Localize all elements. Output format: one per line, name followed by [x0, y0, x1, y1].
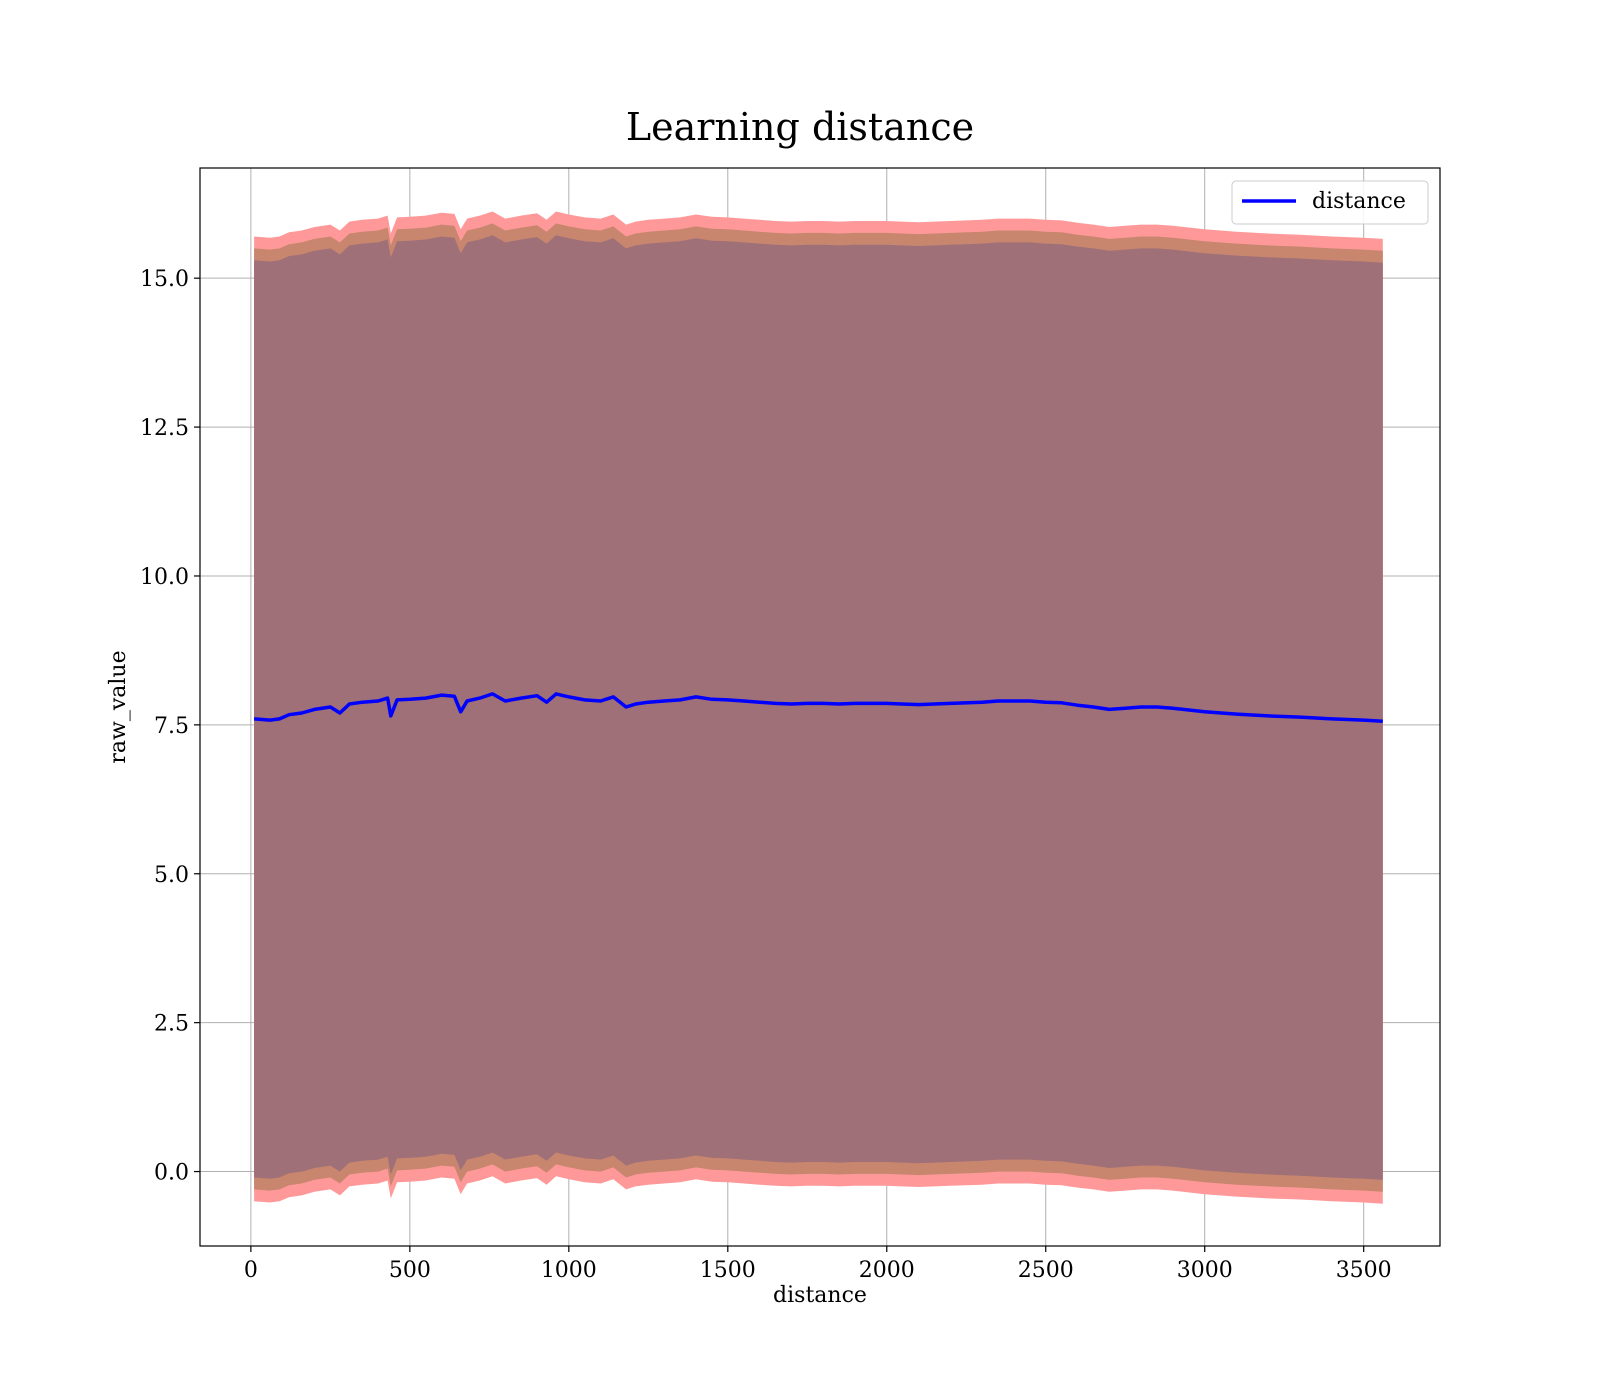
y-axis-ticks: 0.0 2.5 5.0 7.5 10.0 12.5 15.0 — [140, 267, 200, 1186]
x-axis-label: distance — [773, 1283, 867, 1308]
x-tick-label: 500 — [389, 1258, 431, 1283]
legend-label-distance: distance — [1312, 189, 1406, 214]
confidence-bands — [254, 211, 1383, 1204]
series-line-distance — [253, 692, 1383, 724]
x-tick-label: 3000 — [1177, 1258, 1233, 1283]
x-tick-label: 1500 — [700, 1258, 756, 1283]
y-tick-label: 15.0 — [140, 267, 189, 292]
x-tick-label: 1000 — [541, 1258, 597, 1283]
y-tick-label: 10.0 — [140, 565, 189, 590]
band-inner — [254, 235, 1383, 1180]
x-axis-ticks: 0 500 1000 1500 2000 2500 3000 3500 — [244, 1246, 1392, 1283]
legend: distance — [1231, 180, 1429, 225]
plot-frame — [199, 167, 1441, 1247]
y-tick-label: 2.5 — [154, 1012, 189, 1037]
y-tick-label: 5.0 — [154, 863, 189, 888]
chart-title: Learning distance — [626, 105, 974, 149]
x-tick-label: 0 — [244, 1258, 258, 1283]
legend-box — [1231, 180, 1429, 225]
series-line-layer — [253, 692, 1383, 724]
y-axis-label: raw_value — [106, 650, 131, 763]
y-tick-label: 0.0 — [154, 1161, 189, 1186]
y-tick-label: 7.5 — [154, 714, 189, 739]
x-tick-label: 2000 — [859, 1258, 915, 1283]
x-tick-label: 3500 — [1336, 1258, 1392, 1283]
y-tick-label: 12.5 — [140, 416, 189, 441]
x-tick-label: 2500 — [1018, 1258, 1074, 1283]
